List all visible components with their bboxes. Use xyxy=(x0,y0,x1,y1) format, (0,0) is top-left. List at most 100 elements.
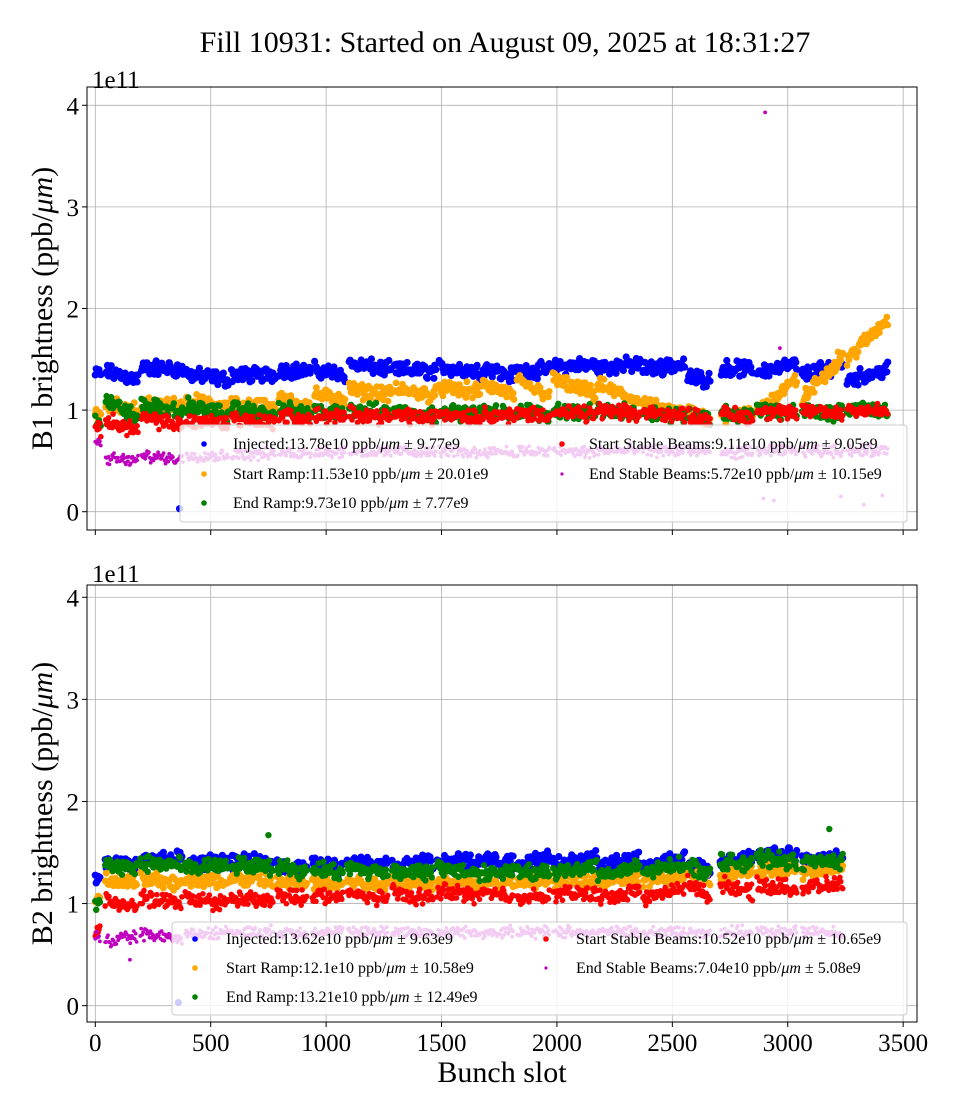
data-point xyxy=(592,847,600,855)
data-point xyxy=(482,404,488,410)
data-point xyxy=(545,393,552,401)
data-point xyxy=(680,412,687,418)
data-point xyxy=(392,379,400,387)
data-point xyxy=(97,420,103,427)
data-point xyxy=(545,388,553,395)
data-point xyxy=(883,313,891,321)
data-point xyxy=(628,367,636,375)
data-point xyxy=(883,368,891,376)
data-point xyxy=(590,387,598,395)
data-point xyxy=(668,418,675,425)
data-point xyxy=(510,396,518,403)
data-point xyxy=(385,356,393,365)
data-point xyxy=(170,394,178,402)
data-point xyxy=(476,390,484,398)
y-tick-label: 4 xyxy=(67,93,80,120)
data-point xyxy=(838,407,844,413)
legend-label: Start Stable Beams:9.11e10 ppb/μm ± 9.05… xyxy=(589,436,878,453)
data-point xyxy=(839,412,846,419)
data-point xyxy=(288,407,294,414)
y-axis-label: B1 brightness (ppb/μm) xyxy=(26,167,59,450)
data-point xyxy=(284,419,290,426)
data-point xyxy=(439,392,447,400)
data-point xyxy=(96,426,102,432)
data-point xyxy=(469,394,476,402)
y-tick-label: 1 xyxy=(67,398,80,425)
data-point xyxy=(341,396,349,403)
data-point xyxy=(116,398,123,406)
data-point xyxy=(367,355,375,363)
data-point xyxy=(170,400,177,407)
data-point xyxy=(749,417,756,424)
data-point xyxy=(685,405,692,412)
legend-label: End Ramp:9.73e10 ppb/μm ± 7.77e9 xyxy=(233,495,468,512)
data-point xyxy=(161,451,166,455)
data-point xyxy=(723,356,731,365)
data-point xyxy=(107,362,115,370)
data-point xyxy=(591,394,599,402)
data-point xyxy=(248,377,256,385)
chart-title: Fill 10931: Started on August 09, 2025 a… xyxy=(200,26,811,59)
data-point xyxy=(793,378,801,386)
y-tick-label: 0 xyxy=(67,500,80,527)
data-point xyxy=(563,373,570,381)
data-point xyxy=(555,400,562,407)
data-point xyxy=(681,848,689,856)
data-point xyxy=(810,389,818,396)
data-point xyxy=(777,417,783,424)
data-point xyxy=(107,462,112,467)
data-point xyxy=(413,360,421,368)
data-point xyxy=(793,416,800,422)
data-point xyxy=(741,416,748,423)
legend-marker xyxy=(560,472,564,476)
series-0 xyxy=(91,353,892,513)
data-point xyxy=(584,418,590,424)
data-point xyxy=(466,407,472,413)
data-point xyxy=(256,412,263,418)
data-point xyxy=(884,358,892,366)
data-point xyxy=(214,381,222,389)
data-point xyxy=(581,403,587,409)
data-point xyxy=(430,374,438,382)
data-point xyxy=(492,402,500,409)
data-point xyxy=(384,397,392,405)
legend-marker xyxy=(559,441,565,447)
data-point xyxy=(599,416,605,422)
data-point xyxy=(244,400,252,407)
data-point xyxy=(315,405,322,412)
data-point xyxy=(587,381,594,389)
data-point xyxy=(600,376,608,383)
data-point-outlier xyxy=(763,110,768,115)
data-point xyxy=(856,365,864,373)
data-point xyxy=(874,400,881,407)
y-tick-label: 3 xyxy=(67,195,80,222)
data-point xyxy=(195,364,203,372)
data-point xyxy=(219,369,227,377)
data-point xyxy=(313,384,320,392)
data-point xyxy=(535,408,541,414)
data-point xyxy=(843,362,851,369)
data-point xyxy=(98,439,102,444)
data-point xyxy=(432,366,440,374)
data-point xyxy=(112,451,116,455)
legend-marker xyxy=(201,441,207,447)
data-point xyxy=(156,426,162,433)
data-point xyxy=(166,459,171,464)
legend-label: Start Ramp:11.53e10 ppb/μm ± 20.01e9 xyxy=(233,466,488,483)
data-point xyxy=(431,392,439,399)
data-point xyxy=(127,403,134,410)
legend-label: End Stable Beams:5.72e10 ppb/μm ± 10.15e… xyxy=(589,466,882,483)
data-point xyxy=(427,857,435,865)
data-point xyxy=(423,374,431,382)
data-point xyxy=(134,423,140,429)
data-point xyxy=(854,348,862,356)
legend-marker xyxy=(201,500,207,506)
data-point xyxy=(341,409,347,416)
legend-label: Injected:13.78e10 ppb/μm ± 9.77e9 xyxy=(233,436,460,453)
data-point xyxy=(97,410,105,418)
data-point xyxy=(691,414,698,421)
data-point xyxy=(135,458,140,463)
data-point xyxy=(98,443,103,448)
data-point xyxy=(473,361,481,369)
data-point xyxy=(695,407,701,414)
